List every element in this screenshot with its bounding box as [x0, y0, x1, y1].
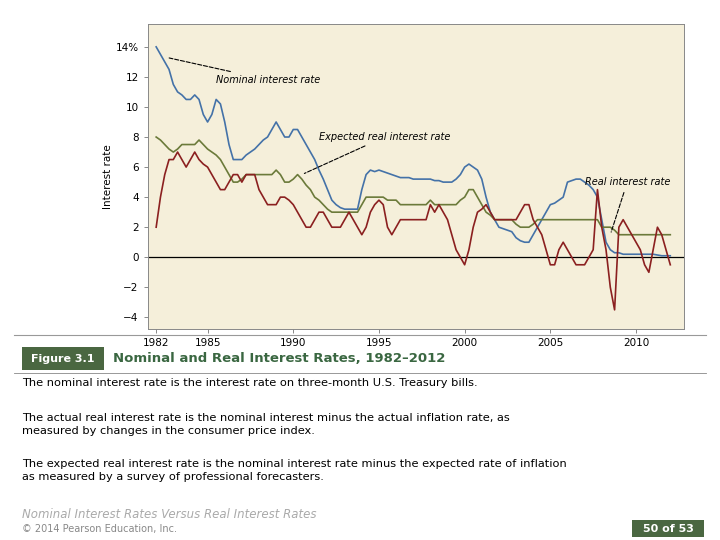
Text: The expected real interest rate is the nominal interest rate minus the expected : The expected real interest rate is the n…	[22, 459, 567, 482]
Text: Nominal Interest Rates Versus Real Interest Rates: Nominal Interest Rates Versus Real Inter…	[22, 508, 316, 521]
Text: 50 of 53: 50 of 53	[643, 524, 693, 534]
Text: The nominal interest rate is the interest rate on three-month U.S. Treasury bill: The nominal interest rate is the interes…	[22, 378, 477, 388]
Text: The actual real interest rate is the nominal interest minus the actual inflation: The actual real interest rate is the nom…	[22, 413, 509, 436]
Text: Real interest rate: Real interest rate	[585, 177, 670, 232]
Text: Figure 3.1: Figure 3.1	[31, 354, 95, 363]
Text: © 2014 Pearson Education, Inc.: © 2014 Pearson Education, Inc.	[22, 523, 176, 534]
Text: Nominal and Real Interest Rates, 1982–2012: Nominal and Real Interest Rates, 1982–20…	[113, 352, 446, 365]
Y-axis label: Interest rate: Interest rate	[103, 145, 112, 209]
Text: Nominal interest rate: Nominal interest rate	[169, 58, 320, 85]
Text: Expected real interest rate: Expected real interest rate	[305, 132, 450, 173]
